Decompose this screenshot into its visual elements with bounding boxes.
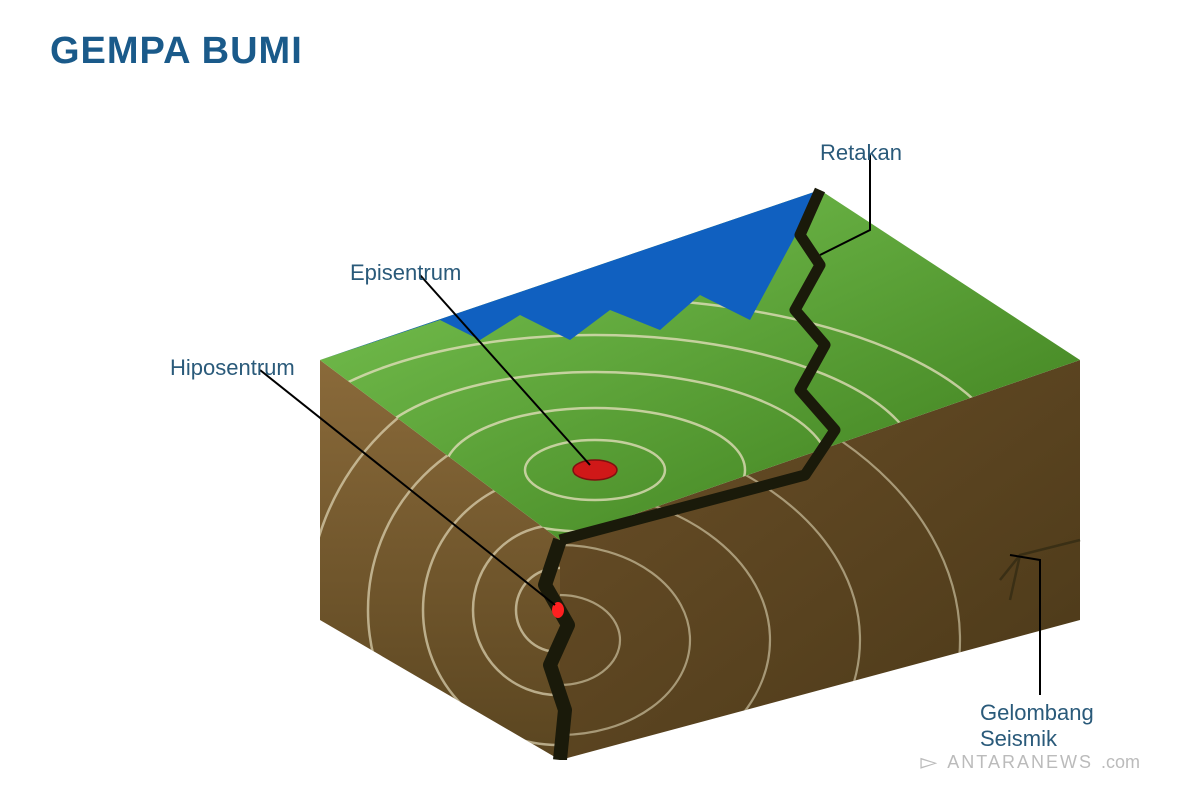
- watermark-suffix: .com: [1101, 752, 1140, 773]
- diagram-title: GEMPA BUMI: [50, 30, 303, 73]
- label-hiposentrum: Hiposentrum: [170, 355, 295, 381]
- earthquake-diagram: Retakan Episentrum Hiposentrum Gelombang…: [100, 80, 1100, 760]
- epicenter-marker: [573, 460, 617, 480]
- label-gelombang: Gelombang Seismik: [980, 700, 1100, 752]
- label-retakan: Retakan: [820, 140, 902, 166]
- label-episentrum: Episentrum: [350, 260, 461, 286]
